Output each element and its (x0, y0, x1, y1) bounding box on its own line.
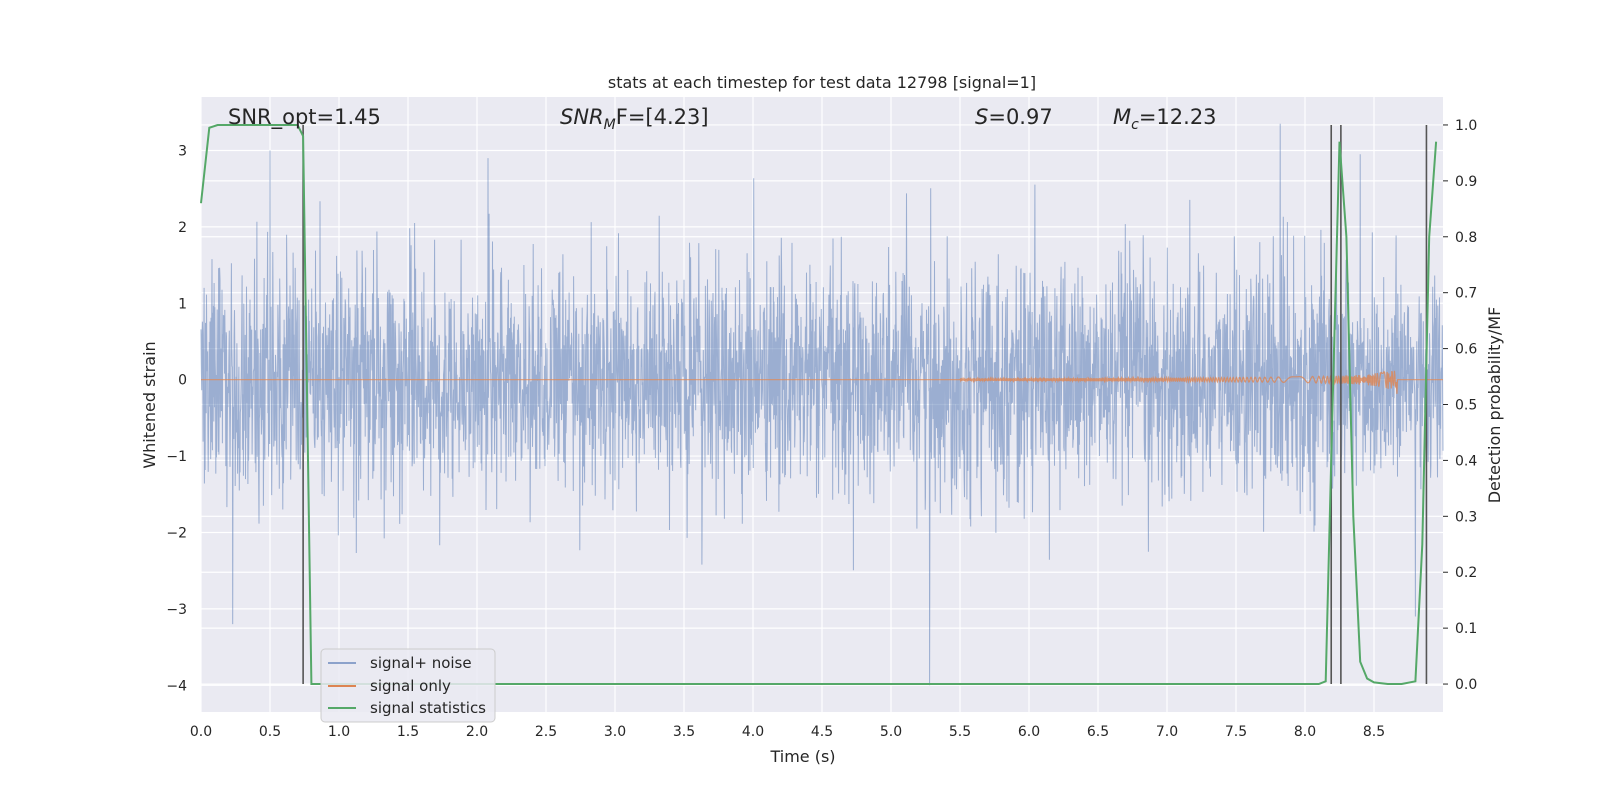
x-tick-label: 2.0 (466, 724, 488, 740)
y2-tick-label: 0.7 (1455, 286, 1477, 302)
y2-tick-label: 0.9 (1455, 174, 1477, 190)
x-tick-label: 3.5 (673, 724, 695, 740)
y-tick-label: 3 (178, 143, 187, 159)
x-tick-label: 3.0 (604, 724, 626, 740)
y-tick-label: −2 (166, 525, 187, 541)
axis-ticks: 0.0 0.5 1.0 1.5 2.0 2.5 3.0 3.5 4.0 4.5 5.0 5.5 6.0 6… (166, 118, 1477, 740)
x-tick-label: 5.0 (880, 724, 902, 740)
annotation-mc: Mc=12.23 (1113, 105, 1217, 133)
chart-title: stats at each timestep for test data 127… (608, 73, 1036, 92)
y2-tick-label: 0.8 (1455, 230, 1477, 246)
y-tick-label: −1 (166, 449, 187, 465)
series-signal-statistics (200, 124, 1438, 685)
y2-tick-label: 0.5 (1455, 398, 1477, 414)
y2-axis-label: Detection probability/MF (1485, 307, 1504, 504)
x-tick-label: 7.5 (1225, 724, 1247, 740)
annotations: SNR_opt=1.45 SNRMF=[4.23] S=0.97 Mc=12.2… (228, 105, 1217, 133)
y2-tick-label: 0.1 (1455, 621, 1477, 637)
y2-tick-label: 0.3 (1455, 509, 1477, 525)
x-tick-label: 1.5 (397, 724, 419, 740)
x-tick-label: 4.5 (811, 724, 833, 740)
x-tick-label: 0.5 (259, 724, 281, 740)
y2-tick-label: 0.0 (1455, 677, 1477, 693)
x-tick-label: 8.5 (1363, 724, 1385, 740)
series-signal-noise (200, 123, 1444, 686)
y-tick-label: −3 (166, 602, 187, 618)
x-tick-label: 6.5 (1087, 724, 1109, 740)
plot-area (200, 97, 1444, 712)
x-tick-label: 7.0 (1156, 724, 1178, 740)
y-tick-label: 2 (178, 220, 187, 236)
x-tick-label: 8.0 (1294, 724, 1316, 740)
annotation-snr-opt: SNR_opt=1.45 (228, 105, 381, 130)
legend-label-signal: signal only (370, 677, 451, 695)
x-tick-label: 5.5 (949, 724, 971, 740)
x-tick-label: 1.0 (328, 724, 350, 740)
legend-box (320, 648, 496, 723)
y2-tick-label: 0.6 (1455, 342, 1477, 358)
y2-tick-label: 0.4 (1455, 453, 1477, 469)
legend: signal+ noise signal only signal statist… (320, 648, 496, 723)
x-tick-label: 6.0 (1018, 724, 1040, 740)
x-tick-label: 4.0 (742, 724, 764, 740)
legend-label-statistics: signal statistics (370, 699, 486, 717)
x-tick-label: 0.0 (190, 724, 212, 740)
x-axis-label: Time (s) (769, 747, 835, 766)
y-axis-label: Whitened strain (140, 341, 159, 468)
legend-label-noise: signal+ noise (370, 654, 472, 672)
annotation-snr-mf: SNRMF=[4.23] (560, 105, 709, 133)
series-signal-only (201, 370, 1443, 394)
y2-tick-label: 0.2 (1455, 565, 1477, 581)
y2-tick-label: 1.0 (1455, 118, 1477, 134)
y-tick-label: 1 (178, 296, 187, 312)
x-tick-label: 2.5 (535, 724, 557, 740)
y-tick-label: 0 (178, 373, 187, 389)
annotation-s: S=0.97 (975, 105, 1053, 129)
y-tick-label: −4 (166, 678, 187, 694)
